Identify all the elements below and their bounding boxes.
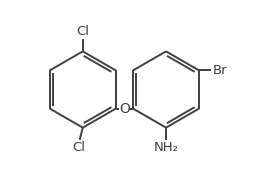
- Text: O: O: [119, 101, 130, 116]
- Text: NH₂: NH₂: [154, 141, 179, 154]
- Text: Cl: Cl: [72, 141, 86, 154]
- Text: Cl: Cl: [76, 25, 89, 38]
- Text: Br: Br: [213, 64, 227, 77]
